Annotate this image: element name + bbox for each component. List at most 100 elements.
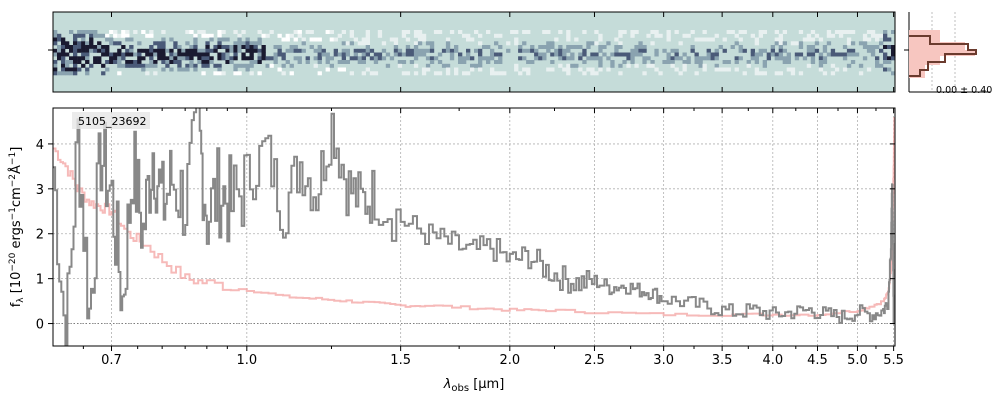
spectrum-2d-pixel (109, 56, 114, 61)
spectrum-2d-pixel (365, 67, 370, 72)
spectrum-2d-pixel (149, 48, 154, 53)
spectrum-2d-pixel (161, 41, 166, 46)
spectrum-2d-pixel (281, 37, 286, 42)
spectrum-2d-pixel (121, 45, 126, 49)
spectrum-2d-pixel (694, 56, 699, 61)
spectrum-2d-pixel (297, 48, 302, 53)
spectrum-2d-pixel (253, 48, 258, 53)
spectrum-2d-pixel (377, 30, 383, 34)
spectrum-2d-pixel (530, 48, 535, 53)
spectrum-2d-pixel (750, 52, 755, 57)
spectrum-2d-pixel (173, 56, 178, 61)
spectrum-2d-pixel (778, 45, 783, 49)
spectrum-2d-pixel (345, 52, 350, 57)
spectrum-2d-pixel (646, 56, 651, 61)
spectrum-2d-pixel (566, 37, 571, 42)
spectrum-2d-pixel (722, 37, 727, 42)
spectrum-2d-pixel (261, 52, 266, 57)
spectrum-2d-pixel (474, 30, 479, 34)
spectrum-2d-pixel (193, 41, 198, 46)
spectrum-2d-pixel (730, 30, 735, 34)
spectrum-2d-pixel (618, 33, 623, 38)
spectrum-2d-pixel (53, 30, 58, 34)
spectrum-2d-pixel (786, 67, 791, 72)
spectrum-2d-pixel (666, 56, 671, 61)
spectrum-2d-pixel (233, 67, 238, 72)
spectrum-2d-pixel (842, 52, 848, 57)
plot-frame (52, 107, 896, 347)
spectrum-2d-pixel (217, 30, 222, 34)
spectrum-2d-pixel (798, 71, 804, 76)
spectrum-2d-pixel (425, 63, 431, 68)
spectrum-2d-pixel (470, 37, 475, 42)
spectrum-2d-pixel (646, 33, 651, 38)
spectrum-2d-pixel (670, 60, 675, 64)
spectrum-2d-pixel (405, 45, 411, 49)
spectrum-2d-pixel (245, 48, 250, 53)
spectrum-2d-pixel (770, 52, 775, 57)
spectrum-2d-pixel (594, 30, 599, 34)
spectrum-2d-pixel (105, 60, 110, 64)
spectrum-2d-pixel (875, 33, 880, 38)
spectrum-2d-pixel (69, 30, 74, 34)
spectrum-2d-pixel (462, 33, 467, 38)
spectrum-2d-pixel (778, 37, 783, 42)
spectrum-2d-pixel (618, 52, 623, 57)
spectrum-2d-pixel (421, 67, 427, 72)
spectrum-2d-pixel (241, 30, 246, 34)
spectrum-2d-pixel (345, 48, 350, 53)
spectrum-2d-pixel (181, 48, 186, 53)
spectrum-2d-pixel (257, 71, 262, 76)
grid (53, 108, 895, 346)
spectrum-2d-pixel (842, 30, 848, 34)
spectrum-2d-pixel (177, 60, 182, 64)
spectrum-2d-pixel (293, 45, 298, 49)
spectrum-2d-pixel (269, 56, 274, 61)
spectrum-2d-pixel (313, 48, 318, 53)
spectrum-2d-pixel (682, 60, 687, 64)
spectrum-2d-pixel (858, 71, 864, 76)
spectrum-2d-pixel (782, 30, 787, 34)
spectrum-2d-pixel (213, 63, 218, 68)
spectrum-2d-pixel (642, 45, 647, 49)
spectrum-2d-pixel (53, 67, 58, 72)
spectrum-2d-pixel (341, 48, 346, 53)
spectrum-2d-pixel (237, 37, 242, 42)
y-tick-label: 0 (36, 318, 44, 333)
spectrum-2d-pixel (429, 45, 435, 49)
spectrum-2d-pixel (185, 52, 190, 57)
spectrum-2d-pixel (149, 30, 154, 34)
x-tick-label: 5.0 (847, 353, 868, 368)
spectrum-2d-pixel (782, 48, 787, 53)
spectrum-2d-pixel (602, 52, 607, 57)
spectrum-2d-pixel (810, 56, 816, 61)
spectrum-2d-pixel (883, 33, 888, 38)
spectrum-2d-pixel (197, 60, 202, 64)
spectrum-2d-pixel (658, 71, 663, 76)
spectrum-2d-pixel (149, 56, 154, 61)
spectrum-2d-pixel (722, 67, 727, 72)
spectrum-2d-pixel (97, 48, 102, 53)
spectrum-2d-pixel (887, 60, 892, 64)
spectrum-2d-pixel (634, 63, 639, 68)
spectrum-2d-pixel (209, 33, 214, 38)
spectrum-2d-pixel (818, 60, 824, 64)
spectrum-2d-pixel (570, 63, 575, 68)
spectrum-2d-pixel (574, 37, 579, 42)
spectrum-2d-pixel (425, 67, 431, 72)
spectrum-2d-pixel (265, 63, 270, 68)
spectrum-2d-pixel (875, 63, 880, 68)
spectrum-2d-pixel (578, 52, 583, 57)
spectrum-2d-pixel (826, 52, 832, 57)
spectrum-2d-pixel (261, 45, 266, 49)
spectrum-2d-pixel (850, 30, 856, 34)
spectrum-2d-pixel (141, 48, 146, 53)
spectrum-2d-pixel (137, 48, 142, 53)
spectrum-2d-pixel (842, 45, 848, 49)
spectrum-2d-pixel (538, 52, 543, 57)
spectrum-2d-pixel (750, 48, 755, 53)
spectrum-2d-pixel (598, 48, 603, 53)
spectrum-2d-pixel (742, 71, 747, 76)
spectrum-2d-pixel (478, 67, 483, 72)
spectrum-2d-pixel (277, 52, 282, 57)
